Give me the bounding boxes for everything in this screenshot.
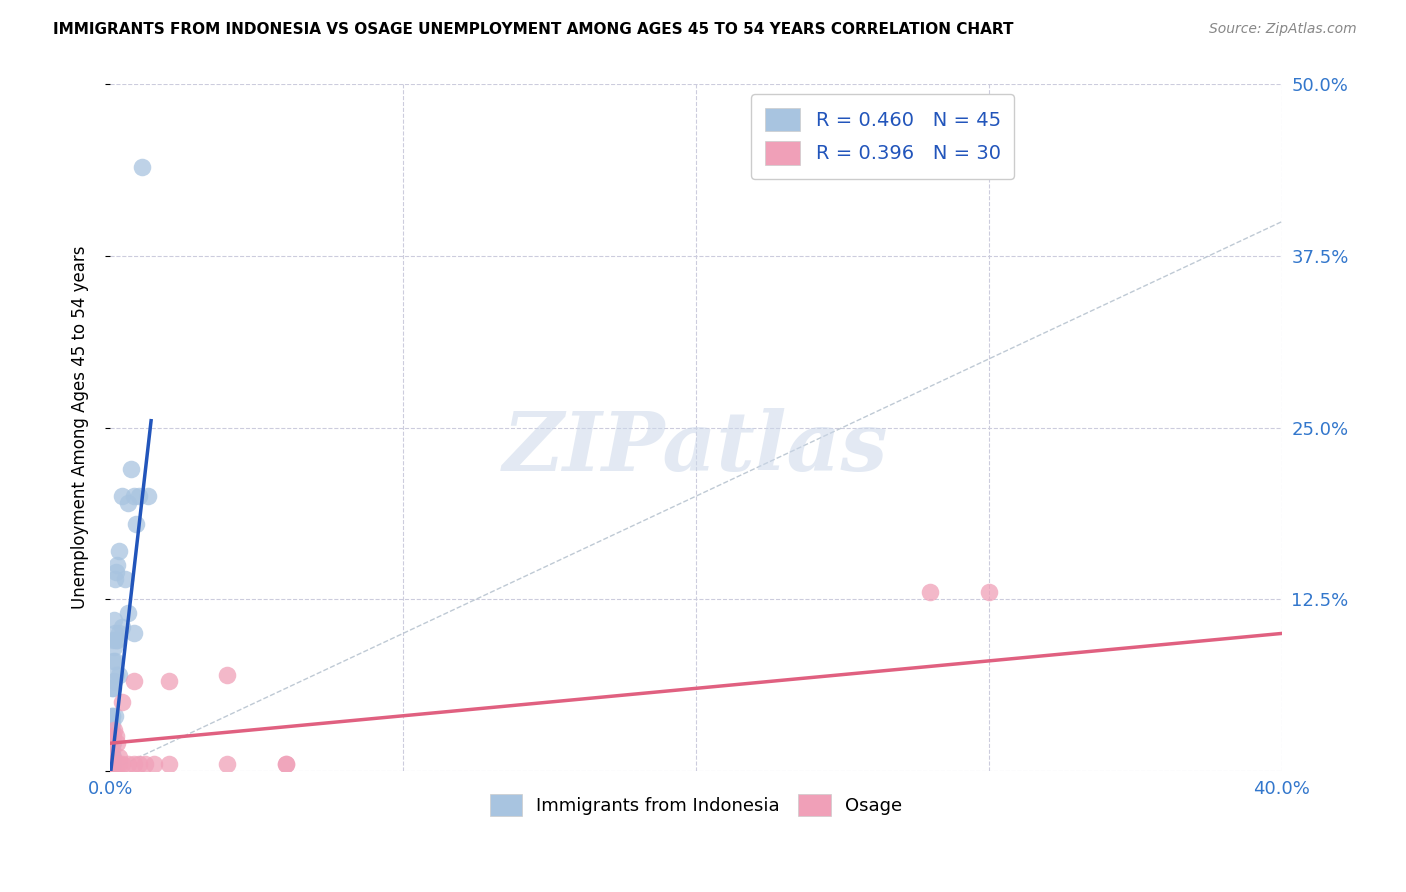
Point: [111, 619, 134, 633]
Point: [125, 516, 148, 531]
Point: [101, 681, 124, 696]
Point: [108, 544, 131, 558]
Point: [117, 756, 139, 771]
Point: [920, 585, 942, 599]
Point: [100, 730, 122, 744]
Point: [128, 489, 150, 503]
Point: [104, 756, 127, 771]
Text: Source: ZipAtlas.com: Source: ZipAtlas.com: [1209, 22, 1357, 37]
Point: [108, 667, 131, 681]
Point: [111, 695, 134, 709]
Y-axis label: Unemployment Among Ages 45 to 54 years: Unemployment Among Ages 45 to 54 years: [72, 246, 89, 609]
Point: [120, 461, 142, 475]
Point: [128, 756, 150, 771]
Point: [101, 736, 124, 750]
Point: [217, 667, 239, 681]
Point: [100, 750, 122, 764]
Point: [117, 496, 139, 510]
Point: [104, 626, 127, 640]
Point: [101, 736, 124, 750]
Point: [122, 674, 145, 689]
Point: [122, 626, 145, 640]
Point: [100, 715, 122, 730]
Point: [105, 736, 128, 750]
Point: [136, 489, 159, 503]
Point: [100, 736, 122, 750]
Point: [111, 489, 134, 503]
Point: [103, 640, 125, 655]
Point: [103, 613, 125, 627]
Point: [101, 708, 124, 723]
Point: [104, 654, 127, 668]
Point: [114, 572, 136, 586]
Point: [117, 606, 139, 620]
Point: [105, 558, 128, 572]
Point: [104, 633, 127, 648]
Point: [104, 572, 127, 586]
Point: [100, 730, 122, 744]
Point: [101, 633, 124, 648]
Point: [100, 743, 122, 757]
Point: [108, 626, 131, 640]
Point: [274, 756, 297, 771]
Point: [101, 750, 124, 764]
Point: [103, 723, 125, 737]
Point: [108, 750, 131, 764]
Point: [131, 160, 153, 174]
Point: [101, 681, 124, 696]
Point: [101, 730, 124, 744]
Legend: Immigrants from Indonesia, Osage: Immigrants from Indonesia, Osage: [482, 787, 910, 823]
Text: ZIPatlas: ZIPatlas: [503, 409, 889, 488]
Point: [977, 585, 1000, 599]
Point: [157, 674, 180, 689]
Point: [105, 756, 128, 771]
Point: [100, 736, 122, 750]
Point: [105, 633, 128, 648]
Point: [104, 667, 127, 681]
Text: IMMIGRANTS FROM INDONESIA VS OSAGE UNEMPLOYMENT AMONG AGES 45 TO 54 YEARS CORREL: IMMIGRANTS FROM INDONESIA VS OSAGE UNEMP…: [53, 22, 1014, 37]
Point: [157, 756, 180, 771]
Point: [134, 756, 156, 771]
Point: [122, 756, 145, 771]
Point: [103, 756, 125, 771]
Point: [100, 750, 122, 764]
Point: [122, 489, 145, 503]
Point: [100, 756, 122, 771]
Point: [101, 756, 124, 771]
Point: [101, 756, 124, 771]
Point: [100, 756, 122, 771]
Point: [100, 708, 122, 723]
Point: [101, 750, 124, 764]
Point: [274, 756, 297, 771]
Point: [108, 756, 131, 771]
Point: [101, 654, 124, 668]
Point: [100, 723, 122, 737]
Point: [111, 756, 134, 771]
Point: [103, 674, 125, 689]
Point: [104, 708, 127, 723]
Point: [217, 756, 239, 771]
Point: [143, 756, 166, 771]
Point: [104, 565, 127, 579]
Point: [104, 730, 127, 744]
Point: [101, 756, 124, 771]
